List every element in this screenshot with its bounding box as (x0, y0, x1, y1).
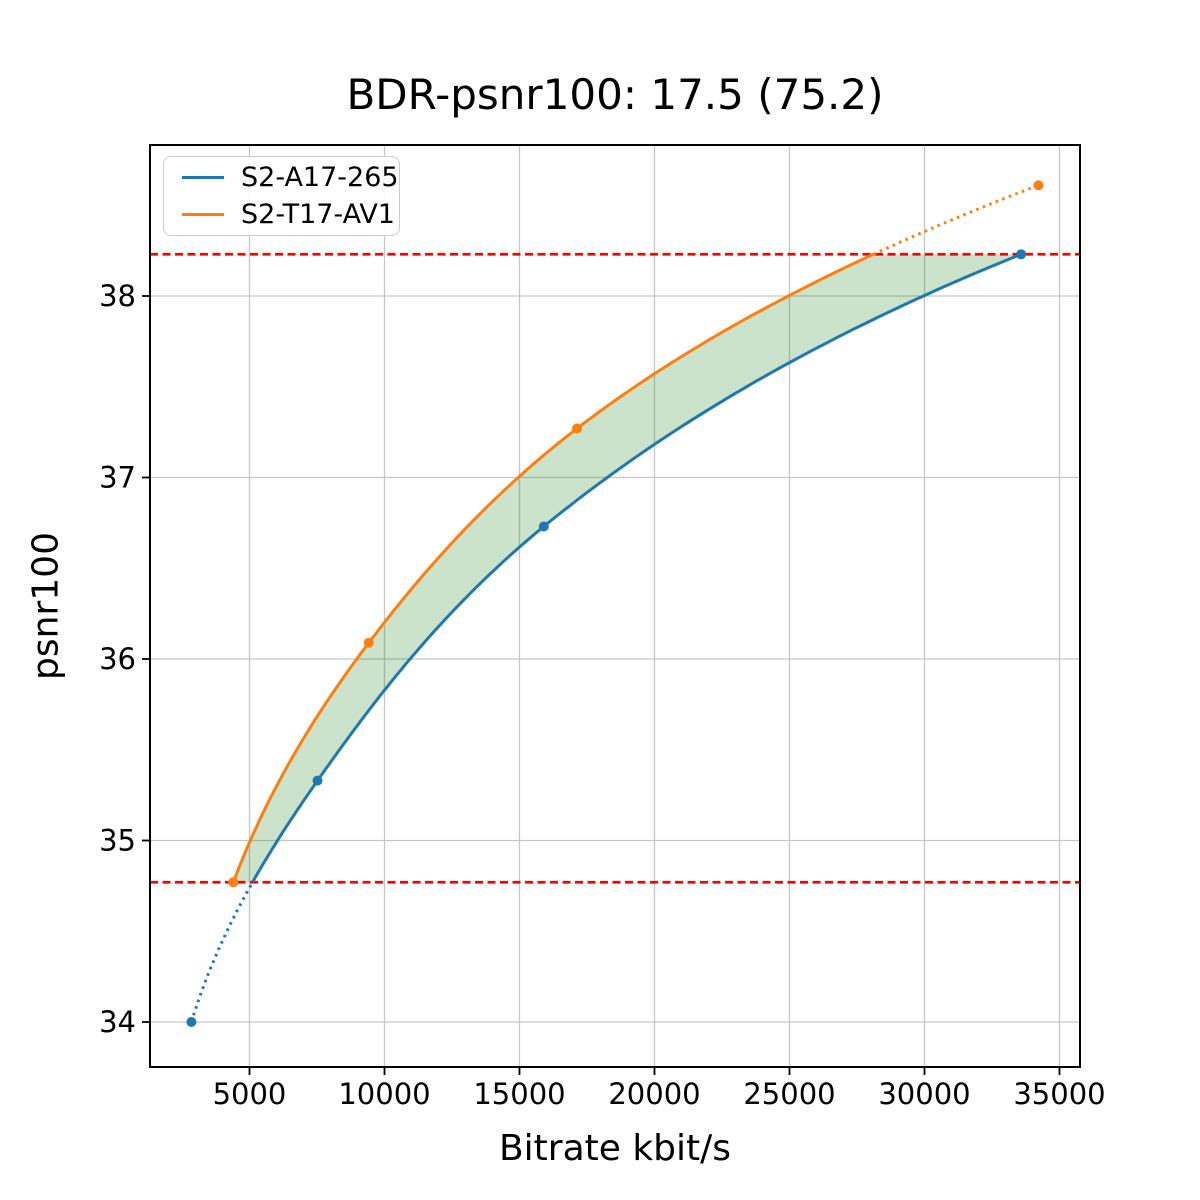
chart-title: BDR-psnr100: 17.5 (75.2) (346, 70, 884, 119)
y-tick-label: 35 (99, 823, 136, 857)
series-curve-S2-T17-AV1 (872, 183, 1039, 256)
gridlines (150, 145, 1080, 1067)
series-markers-S2-T17-AV1 (228, 180, 1044, 888)
legend-line-sample-blue (182, 176, 224, 179)
series-markers-S2-A17-265 (186, 249, 1027, 1027)
bd-rate-shaded-region (233, 254, 1022, 883)
series-curve-S2-A17-265 (251, 252, 1022, 883)
legend: S2-A17-265 S2-T17-AV1 (163, 156, 400, 236)
x-axis-label: Bitrate kbit/s (498, 1128, 732, 1169)
legend-label: S2-T17-AV1 (241, 199, 395, 230)
y-tick-label: 37 (99, 461, 136, 495)
axis-ticks: 5000 10000 15000 20000 25000 30000 35000 34 35 36… (99, 279, 1106, 1111)
x-tick-label: 10000 (338, 1077, 430, 1111)
legend-label: S2-A17-265 (241, 162, 399, 193)
x-tick-label: 20000 (608, 1077, 700, 1111)
x-tick-label: 30000 (878, 1077, 970, 1111)
series-curve-S2-A17-265 (189, 881, 254, 1023)
x-tick-label: 15000 (473, 1077, 565, 1111)
x-tick-label: 25000 (743, 1077, 835, 1111)
plot-border (149, 144, 1081, 1068)
legend-line-sample-orange (182, 213, 224, 216)
series-curve-S2-T17-AV1 (231, 252, 875, 883)
legend-item-s2-a17-265: S2-A17-265 (164, 161, 399, 195)
y-tick-label: 34 (99, 1005, 136, 1039)
x-tick-label: 35000 (1013, 1077, 1105, 1111)
x-tick-label: 5000 (213, 1077, 287, 1111)
y-tick-label: 36 (99, 642, 136, 676)
y-tick-label: 38 (99, 279, 136, 313)
y-axis-label: psnr100 (25, 532, 67, 680)
legend-item-s2-t17-av1: S2-T17-AV1 (164, 198, 399, 232)
